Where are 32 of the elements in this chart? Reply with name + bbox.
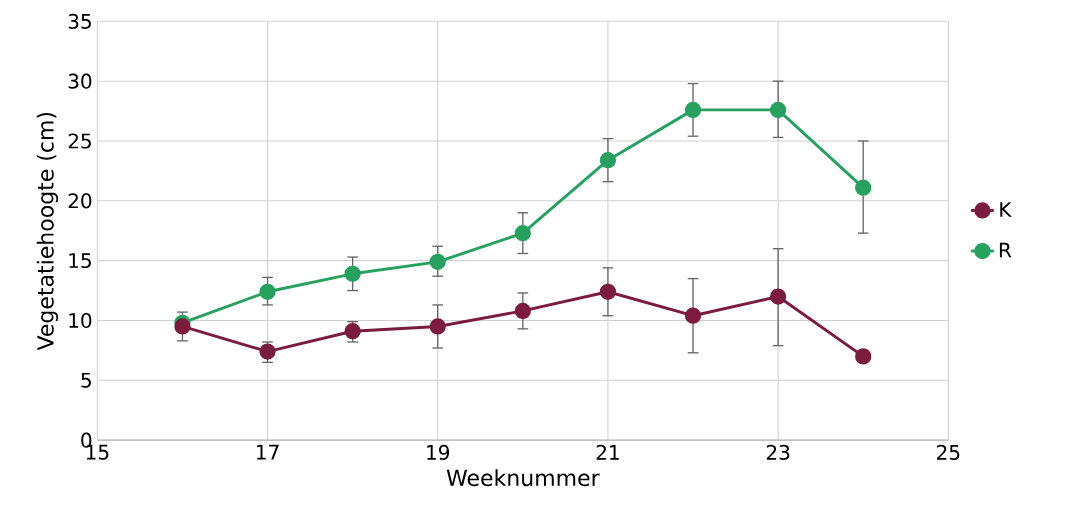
point (599, 152, 617, 169)
point (514, 302, 531, 320)
point (259, 283, 276, 300)
point (514, 225, 531, 242)
x-tick-label: 23 (766, 444, 790, 461)
point (855, 179, 872, 196)
point (259, 343, 276, 360)
point (684, 101, 702, 119)
y-tick-label: 20 (68, 193, 92, 209)
point (429, 318, 446, 335)
point (684, 307, 702, 324)
point (599, 283, 617, 300)
point (769, 288, 787, 305)
y-axis-title: Vegetatiehoogte (cm) (36, 112, 59, 351)
point (429, 253, 446, 271)
x-tick-label: 19 (427, 444, 450, 461)
point (344, 265, 361, 283)
y-tick-label: 35 (68, 13, 91, 29)
point (174, 318, 191, 335)
x-tick-label: 21 (596, 444, 619, 460)
y-tick-label: 30 (68, 73, 92, 89)
legend-label: R (999, 242, 1012, 258)
point (855, 348, 872, 365)
x-tick-label: 25 (937, 444, 960, 461)
legend-label: K (1000, 202, 1012, 217)
y-tick-label: 5 (81, 372, 91, 388)
y-tick-label: 15 (69, 253, 91, 269)
y-tick-label: 25 (68, 133, 91, 149)
y-tick-label: 10 (69, 312, 92, 329)
x-axis-title: Weeknummer (446, 469, 600, 487)
x-tick-label: 17 (257, 444, 279, 460)
point (769, 101, 787, 119)
